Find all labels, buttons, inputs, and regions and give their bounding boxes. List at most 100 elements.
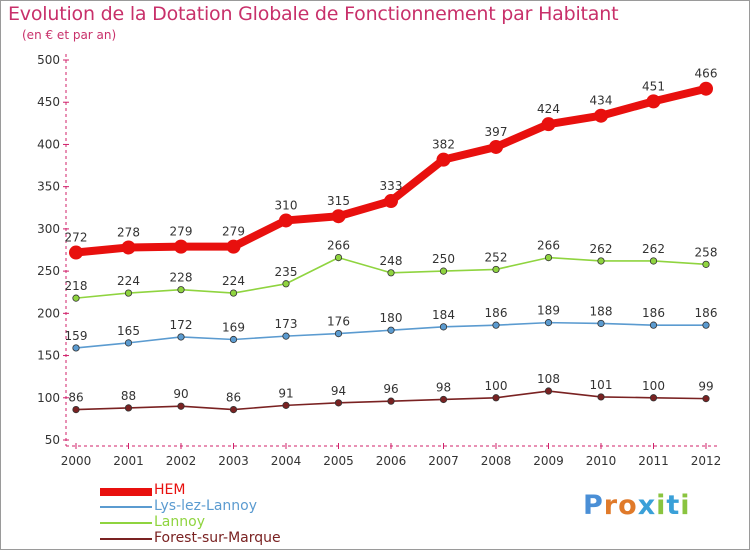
data-point: [72, 294, 80, 302]
data-point: [279, 213, 293, 228]
data-label: 90: [173, 387, 188, 401]
x-tick-label: 2009: [533, 454, 564, 468]
data-label: 315: [327, 194, 350, 208]
data-point: [72, 344, 80, 352]
data-label: 333: [380, 179, 403, 193]
x-tick-label: 2006: [376, 454, 407, 468]
data-label: 173: [275, 317, 298, 331]
data-label: 189: [537, 304, 560, 318]
data-point: [229, 405, 238, 414]
data-point: [649, 321, 658, 329]
data-label: 159: [65, 329, 88, 343]
data-point: [334, 329, 343, 338]
data-point: [384, 194, 398, 209]
x-tick-label: 2005: [323, 454, 354, 468]
data-point: [489, 139, 503, 154]
data-point: [594, 108, 608, 123]
data-point: [492, 321, 500, 329]
data-point: [334, 254, 343, 262]
data-point: [597, 393, 605, 401]
x-tick-label: 2011: [638, 454, 669, 468]
y-tick-label: 450: [37, 95, 60, 109]
data-label: 88: [121, 389, 136, 403]
data-point: [124, 339, 133, 347]
x-tick-label: 2010: [586, 454, 617, 468]
data-point: [331, 209, 346, 224]
data-point: [282, 332, 290, 340]
data-point: [702, 321, 710, 329]
data-point: [229, 289, 238, 297]
data-point: [72, 405, 80, 414]
data-label: 172: [170, 318, 193, 332]
data-label: 91: [278, 386, 293, 400]
data-label: 310: [275, 198, 298, 212]
chart-title: Evolution de la Dotation Globale de Fonc…: [8, 3, 619, 25]
data-point: [177, 286, 185, 294]
data-label: 101: [590, 378, 613, 392]
data-label: 98: [436, 380, 451, 394]
data-point: [646, 94, 661, 109]
data-label: 86: [226, 391, 241, 405]
data-label: 180: [380, 311, 403, 325]
data-label: 235: [275, 265, 298, 279]
data-label: 86: [68, 391, 83, 405]
logo-letter: i: [680, 490, 691, 521]
data-label: 100: [642, 379, 665, 393]
data-label: 279: [222, 225, 245, 239]
legend-label-lannoy: Lannoy: [154, 514, 205, 530]
data-point: [174, 239, 188, 254]
data-label: 252: [485, 250, 508, 264]
y-tick-label: 200: [37, 306, 60, 320]
data-point: [544, 387, 553, 395]
data-label: 100: [485, 379, 508, 393]
data-label: 165: [117, 324, 140, 338]
data-point: [177, 333, 185, 341]
data-label: 434: [590, 94, 613, 108]
data-point: [699, 81, 713, 96]
y-tick-label: 250: [37, 264, 60, 278]
data-label: 218: [65, 279, 88, 293]
data-label: 188: [590, 304, 613, 318]
y-tick-label: 300: [37, 222, 60, 236]
data-point: [702, 395, 710, 403]
logo-letter: r: [603, 490, 619, 521]
y-tick-label: 150: [37, 349, 60, 363]
data-label: 262: [642, 242, 665, 256]
y-tick-label: 100: [37, 391, 60, 405]
data-point: [124, 289, 133, 297]
data-label: 424: [537, 102, 560, 116]
data-point: [282, 401, 290, 409]
legend-label-forest-sur-marque: Forest-sur-Marque: [154, 530, 281, 546]
data-point: [121, 240, 136, 255]
data-label: 266: [327, 239, 350, 253]
data-label: 382: [432, 138, 455, 152]
data-label: 99: [698, 380, 713, 394]
legend-label-lys-lez-lannoy: Lys-lez-Lannoy: [154, 498, 258, 514]
data-point: [177, 402, 185, 410]
data-point: [649, 257, 658, 265]
data-label: 224: [222, 274, 245, 288]
data-point: [387, 397, 395, 405]
data-label: 169: [222, 321, 245, 335]
data-label: 224: [117, 274, 140, 288]
data-label: 278: [117, 225, 140, 239]
data-label: 397: [485, 125, 508, 139]
x-tick-label: 2008: [481, 454, 512, 468]
data-point: [649, 394, 658, 402]
legend-swatch-hem: [100, 488, 152, 496]
legend-swatch-lys-lez-lannoy: [100, 506, 152, 508]
legend-label-hem: HEM: [154, 482, 186, 498]
logo-letter: t: [666, 490, 681, 521]
data-label: 272: [65, 231, 88, 245]
x-tick-label: 2004: [271, 454, 302, 468]
data-point: [282, 280, 290, 288]
data-label: 96: [383, 382, 398, 396]
logo-letter: i: [656, 490, 667, 521]
data-point: [226, 239, 241, 254]
data-label: 94: [331, 384, 346, 398]
x-tick-label: 2007: [428, 454, 459, 468]
data-label: 186: [485, 306, 508, 320]
data-label: 248: [380, 254, 403, 268]
